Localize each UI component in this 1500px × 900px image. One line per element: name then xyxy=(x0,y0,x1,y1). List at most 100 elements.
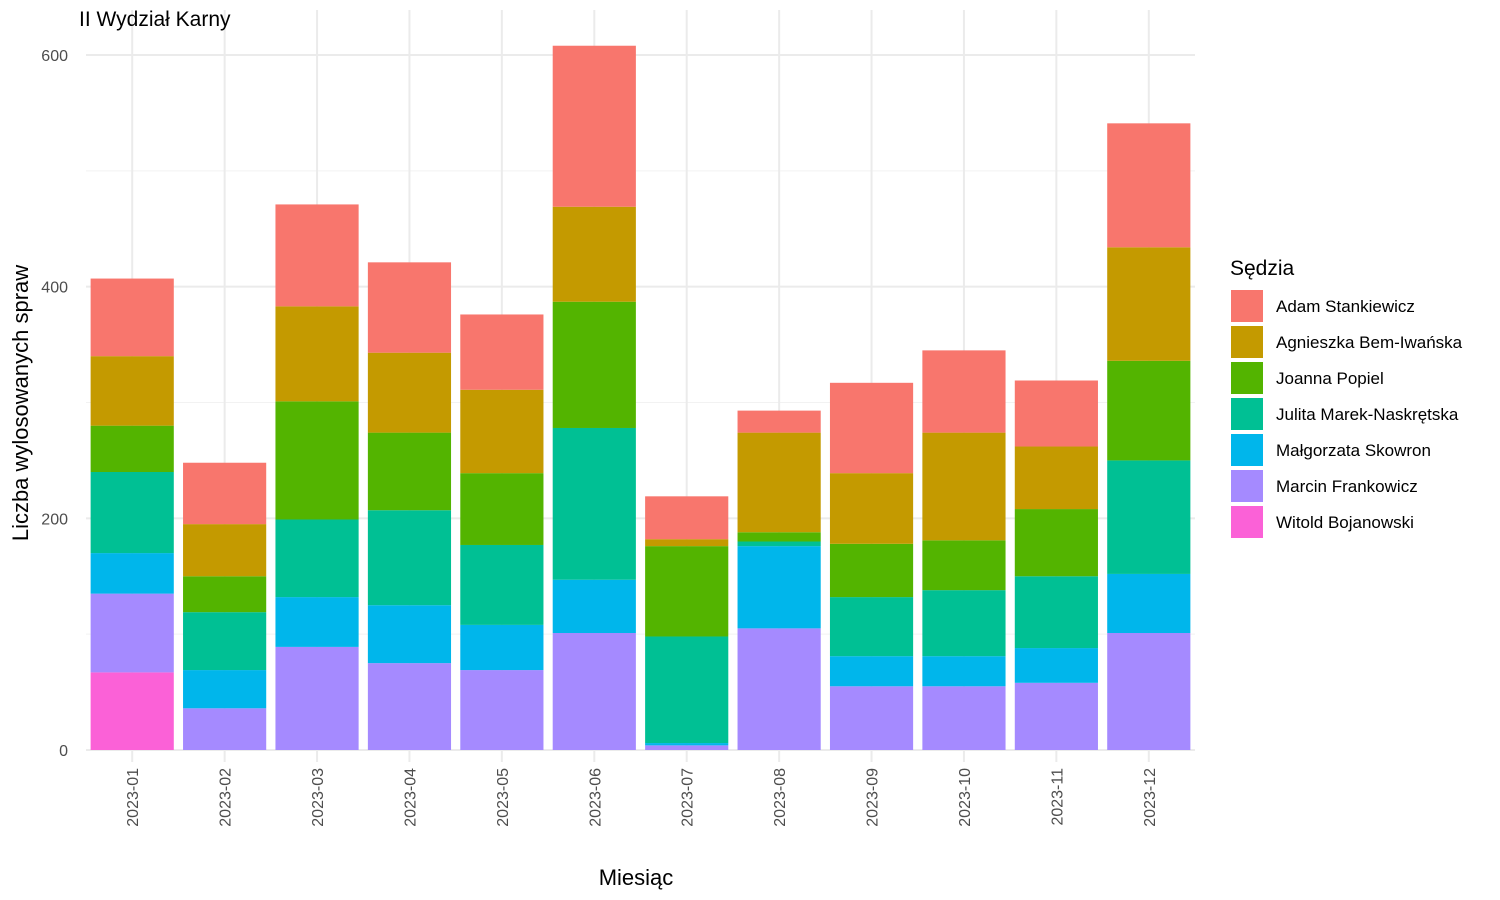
bar-segment xyxy=(552,45,636,207)
bar-segment xyxy=(460,389,544,474)
legend-swatch xyxy=(1231,362,1263,394)
bar-segment xyxy=(367,510,452,606)
bar-segment xyxy=(1107,123,1191,248)
x-axis-ticks: 2023-01 2023-02 2023-03 2023-04 2023-05 2023-… xyxy=(125,768,1159,827)
bar-segment xyxy=(1107,460,1191,574)
x-tick-label: 2023-09 xyxy=(865,768,882,827)
bar-segment xyxy=(645,546,729,637)
bar-segment xyxy=(737,532,821,542)
bar-segment xyxy=(183,670,267,709)
bar-segment xyxy=(275,646,359,750)
legend-label: Małgorzata Skowron xyxy=(1276,441,1431,460)
bar-segment xyxy=(922,432,1006,541)
legend: Sędzia Adam Stankiewicz Agnieszka Bem-Iwa… xyxy=(1230,257,1463,538)
bar-segment xyxy=(90,472,174,554)
bar-segment xyxy=(645,745,729,750)
legend-swatch xyxy=(1231,398,1263,430)
bar-segment xyxy=(737,546,821,629)
bar-segment xyxy=(829,686,914,750)
bar-segment xyxy=(367,352,452,433)
bar-segment xyxy=(922,656,1006,687)
legend-title: Sędzia xyxy=(1230,257,1295,280)
bar-segment xyxy=(90,278,174,357)
bars xyxy=(90,45,1191,750)
x-tick-label: 2023-06 xyxy=(587,768,604,827)
bar-segment xyxy=(737,628,821,750)
bar-segment xyxy=(367,432,452,511)
bar-segment xyxy=(829,382,914,474)
bar-segment xyxy=(460,314,544,390)
bar-segment xyxy=(645,636,729,744)
bar-segment xyxy=(922,540,1006,591)
bar-segment xyxy=(1107,247,1191,361)
legend-swatch xyxy=(1231,326,1263,358)
legend-swatch xyxy=(1231,470,1263,502)
bar-segment xyxy=(275,306,359,402)
x-tick-label: 2023-08 xyxy=(772,768,789,827)
bar-segment xyxy=(552,633,636,750)
bar-segment xyxy=(90,356,174,426)
x-axis-title: Miesiąc xyxy=(599,865,674,890)
bar-segment xyxy=(737,432,821,533)
bar-segment xyxy=(1107,633,1191,750)
bar-segment xyxy=(367,605,452,664)
y-axis-ticks: 0 200 400 600 xyxy=(41,48,68,760)
legend-swatch xyxy=(1231,434,1263,466)
legend-label: Marcin Frankowicz xyxy=(1276,477,1418,496)
bar-segment xyxy=(737,541,821,547)
x-tick-label: 2023-07 xyxy=(680,768,697,827)
x-tick-label: 2023-04 xyxy=(402,768,419,827)
bar-segment xyxy=(737,410,821,433)
bar-segment xyxy=(645,539,729,547)
x-tick-label: 2023-02 xyxy=(218,768,235,827)
legend-swatch xyxy=(1231,506,1263,538)
bar-segment xyxy=(183,576,267,613)
bar-segment xyxy=(829,656,914,687)
bar-segment xyxy=(90,553,174,594)
bar-segment xyxy=(552,206,636,302)
bar-segment xyxy=(922,590,1006,657)
bar-segment xyxy=(460,473,544,545)
bar-segment xyxy=(1014,576,1098,649)
bar-segment xyxy=(1107,573,1191,634)
bar-segment xyxy=(275,597,359,647)
bar-segment xyxy=(183,612,267,671)
y-tick-label: 0 xyxy=(59,743,68,760)
bar-segment xyxy=(552,301,636,428)
legend-swatch xyxy=(1231,290,1263,322)
y-tick-label: 200 xyxy=(41,511,68,528)
y-tick-label: 400 xyxy=(41,280,68,297)
bar-segment xyxy=(183,524,267,577)
y-tick-label: 600 xyxy=(41,48,68,65)
bar-segment xyxy=(645,496,729,540)
legend-label: Joanna Popiel xyxy=(1276,369,1384,388)
legend-label: Agnieszka Bem-Iwańska xyxy=(1276,333,1463,352)
bar-segment xyxy=(460,544,544,625)
bar-segment xyxy=(90,672,174,750)
bar-segment xyxy=(829,543,914,598)
bar-segment xyxy=(90,425,174,472)
x-tick-label: 2023-12 xyxy=(1142,768,1159,827)
bar-segment xyxy=(922,350,1006,433)
legend-label: Julita Marek-Naskrętska xyxy=(1276,405,1459,424)
legend-label: Witold Bojanowski xyxy=(1276,513,1414,532)
bar-segment xyxy=(183,708,267,750)
bar-segment xyxy=(183,462,267,525)
chart-title: II Wydział Karny xyxy=(79,8,231,31)
bar-segment xyxy=(552,427,636,580)
bar-segment xyxy=(1014,509,1098,577)
bar-segment xyxy=(367,262,452,353)
bar-segment xyxy=(367,663,452,750)
bar-segment xyxy=(829,473,914,544)
x-tick-label: 2023-11 xyxy=(1049,768,1066,826)
y-axis-title: Liczba wylosowanych spraw xyxy=(8,265,33,541)
x-tick-label: 2023-05 xyxy=(495,768,512,827)
bar-segment xyxy=(645,743,729,746)
bar-segment xyxy=(1014,380,1098,447)
bar-segment xyxy=(460,670,544,750)
bar-segment xyxy=(922,686,1006,750)
bar-segment xyxy=(460,624,544,671)
bar-segment xyxy=(552,579,636,634)
x-tick-label: 2023-10 xyxy=(957,768,974,827)
